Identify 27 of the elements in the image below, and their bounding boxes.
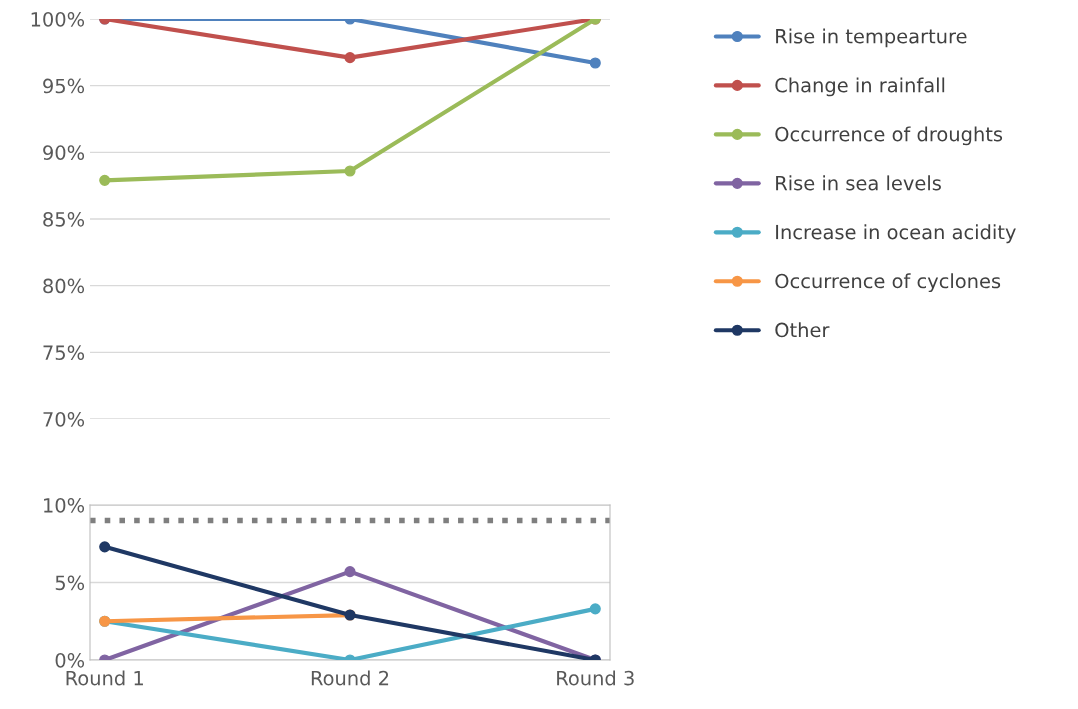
y-tick-label: 10% <box>44 497 85 513</box>
y-tick-label: 100% <box>31 11 85 27</box>
y-tick-label: 95% <box>43 78 85 94</box>
point <box>99 174 111 186</box>
point <box>589 603 601 615</box>
y-tick-label: 5% <box>55 575 85 591</box>
y-tick-label: 85% <box>43 211 85 227</box>
legend-label: Occurrence of droughts <box>775 126 1003 146</box>
x-tick-label: Round 3 <box>557 670 634 686</box>
point <box>344 52 356 64</box>
y-tick-label: 75% <box>43 345 85 360</box>
y-tick-label: 70% <box>43 411 85 427</box>
point <box>344 566 356 578</box>
legend-label: Increase in ocean acidity <box>776 224 1016 244</box>
legend-label: Occurrence of cyclones <box>775 273 1001 293</box>
point <box>99 541 111 553</box>
y-tick-label: 0% <box>55 652 85 668</box>
legend-label: Rise in sea levels <box>776 175 941 191</box>
legend-label: Other <box>775 322 830 338</box>
point <box>344 165 356 177</box>
y-tick-label: 80% <box>43 278 85 294</box>
point <box>589 57 601 69</box>
x-tick-label: Round 1 <box>66 670 143 686</box>
legend-label: Change in rainfall <box>775 77 945 97</box>
legend-label: Rise in tempearture <box>776 28 967 48</box>
x-tick-label: Round 2 <box>311 670 389 686</box>
y-tick-label: 90% <box>43 145 85 160</box>
